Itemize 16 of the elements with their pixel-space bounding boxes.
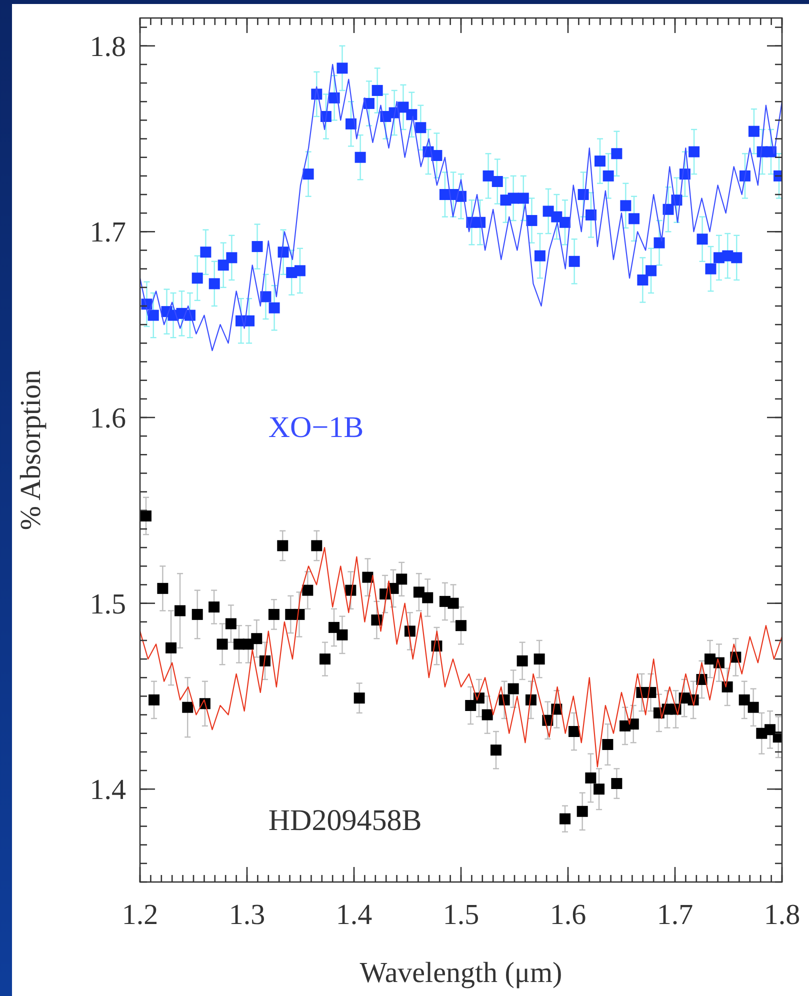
x-tick-label: 1.8	[764, 899, 800, 931]
y-axis-title: % Absorption	[15, 369, 47, 530]
text: HD209458B	[268, 804, 422, 838]
x-tick-label: 1.4	[336, 899, 373, 931]
x-tick-label: 1.5	[442, 899, 480, 931]
y-tick-label: 1.4	[90, 774, 126, 806]
y-tick-label: 1.5	[90, 588, 126, 620]
x-tick-label: 1.2	[122, 899, 158, 931]
x-axis-title: Wavelength (μm)	[360, 957, 562, 989]
x-tick-label: 1.6	[550, 899, 586, 931]
y-tick-label: 1.7	[90, 216, 126, 249]
y-tick-label: 1.8	[90, 30, 126, 63]
y-tick-label: 1.6	[90, 402, 126, 434]
x-tick-label: 1.3	[228, 899, 266, 931]
text: XO−1B	[268, 411, 364, 444]
x-tick-label: 1.7	[656, 899, 694, 931]
